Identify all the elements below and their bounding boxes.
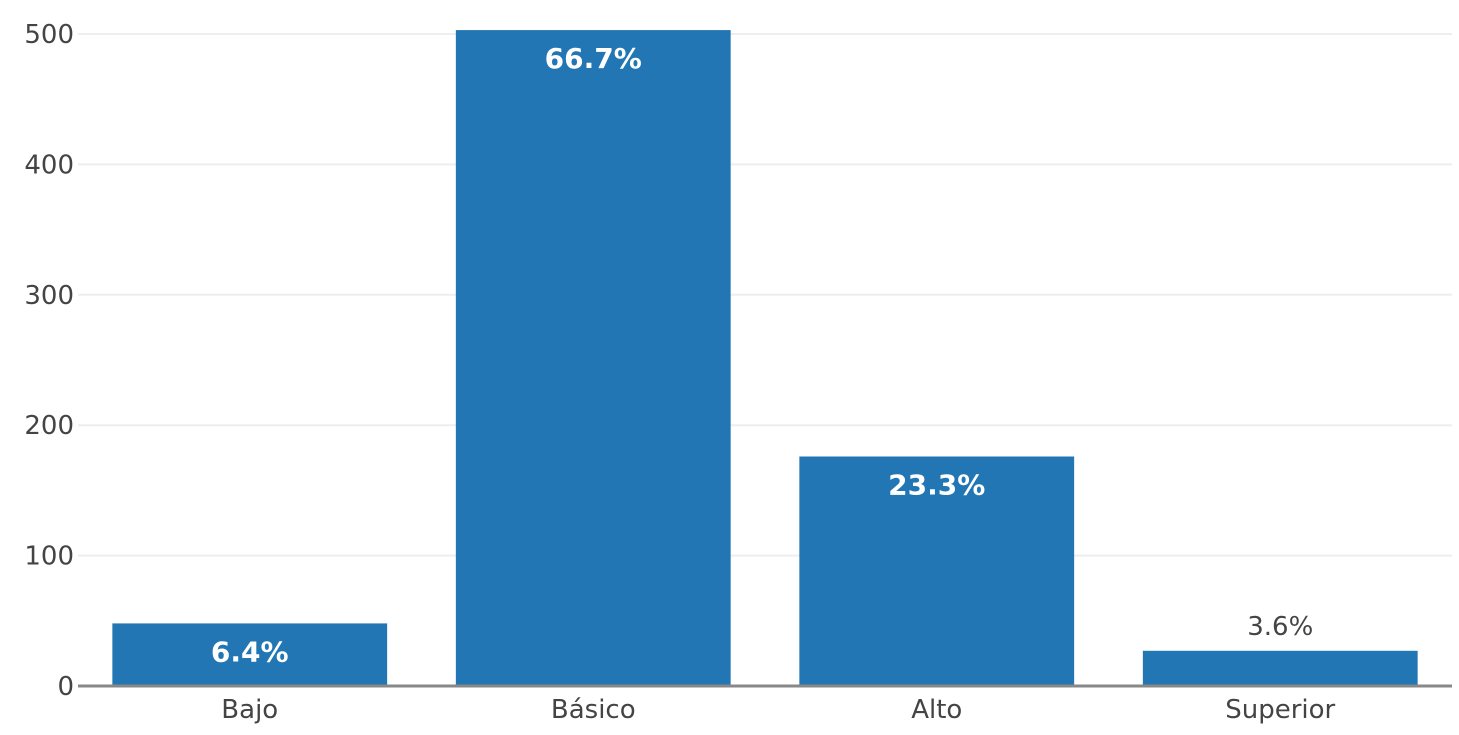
y-tick-label: 0 bbox=[57, 672, 74, 702]
data-labels: 6.4% 66.7% 23.3% 3.6% bbox=[211, 42, 1313, 668]
x-tick-label: Superior bbox=[1225, 695, 1335, 725]
x-tick-label: Alto bbox=[911, 695, 962, 725]
bar-data-label: 66.7% bbox=[545, 42, 642, 75]
x-tick-label: Básico bbox=[551, 695, 636, 725]
bar bbox=[455, 30, 731, 686]
bar bbox=[1142, 650, 1418, 686]
y-tick-label: 100 bbox=[24, 542, 74, 572]
bar bbox=[799, 456, 1075, 686]
y-tick-label: 300 bbox=[24, 281, 74, 311]
y-tick-label: 500 bbox=[24, 20, 74, 50]
bar-data-label: 23.3% bbox=[888, 468, 985, 501]
gridlines bbox=[78, 33, 1452, 557]
bar bbox=[112, 623, 388, 686]
axes: 0 100 200 300 400 500 Bajo Básico Alto Superior bbox=[24, 20, 1452, 725]
y-tick-label: 200 bbox=[24, 411, 74, 441]
bar-data-label: 3.6% bbox=[1247, 612, 1313, 642]
y-tick-label: 400 bbox=[24, 150, 74, 180]
x-tick-label: Bajo bbox=[221, 695, 278, 725]
bar-data-label: 6.4% bbox=[211, 635, 289, 668]
bars bbox=[112, 30, 1418, 686]
